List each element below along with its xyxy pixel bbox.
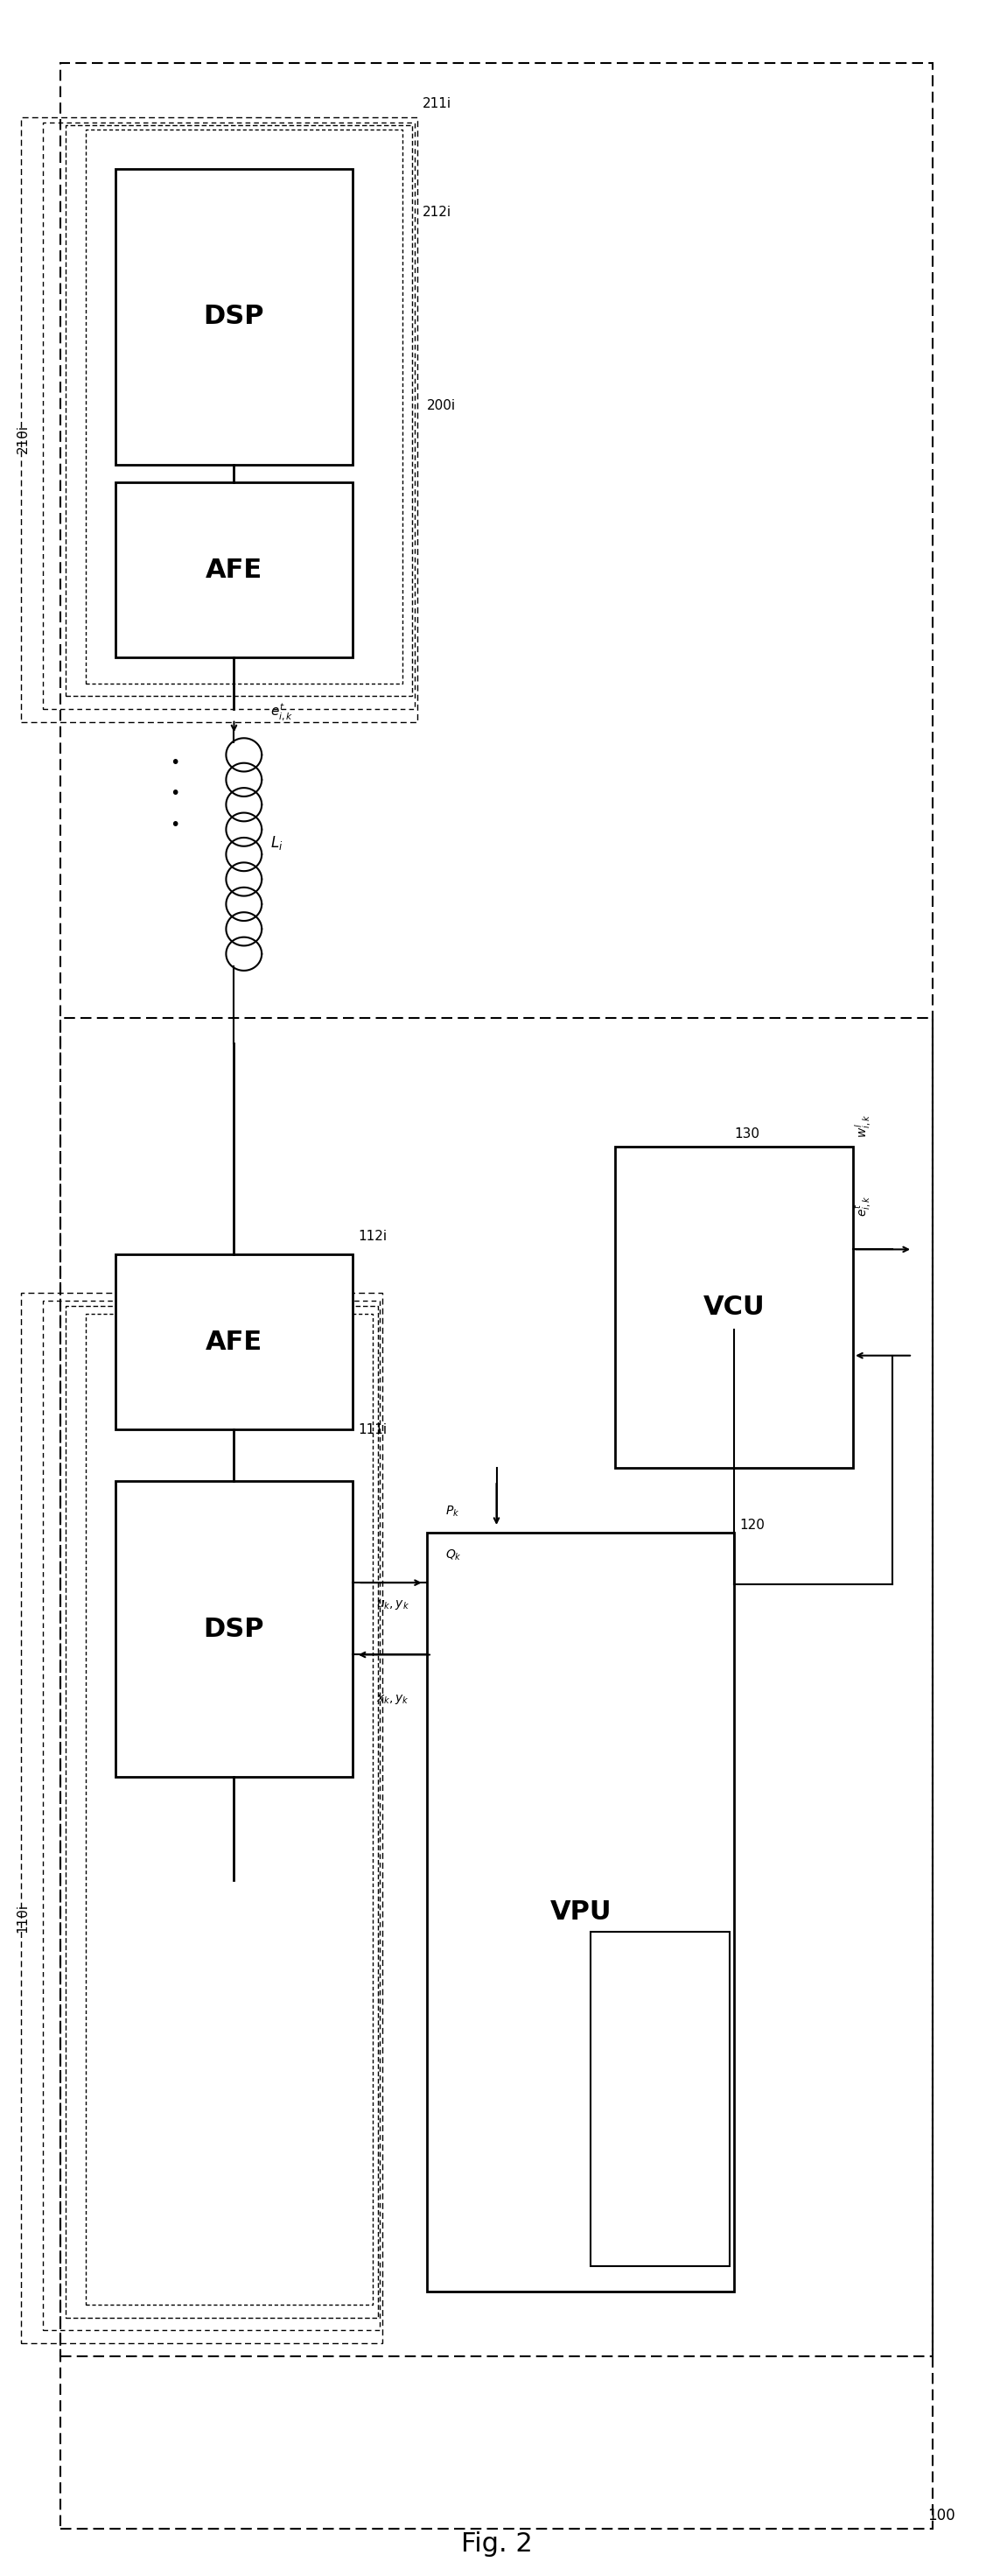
Text: •: •	[170, 786, 180, 801]
Text: VCU: VCU	[703, 1296, 766, 1319]
Text: DSP: DSP	[204, 1615, 264, 1641]
Text: 112i: 112i	[357, 1229, 387, 1244]
Bar	[115, 1255, 353, 1430]
Text: VPU: VPU	[550, 1899, 612, 1924]
Text: $e^t_{i,k}$: $e^t_{i,k}$	[853, 1195, 873, 1216]
Text: $Q_k$: $Q_k$	[445, 1548, 462, 1564]
Text: AFE: AFE	[206, 556, 262, 582]
Bar	[43, 121, 414, 708]
Text: $w^l_{i,k}$: $w^l_{i,k}$	[853, 1113, 873, 1139]
Text: 130: 130	[734, 1128, 760, 1141]
Text: 200i: 200i	[427, 399, 456, 412]
Bar	[61, 1018, 932, 2357]
Text: 120: 120	[739, 1517, 765, 1530]
Text: •: •	[170, 755, 180, 770]
Text: $P_k$: $P_k$	[445, 1504, 460, 1520]
Text: $x_k, y_k$: $x_k, y_k$	[376, 1692, 409, 1705]
Text: $L_i$: $L_i$	[271, 835, 283, 853]
Bar	[115, 167, 353, 464]
Text: •: •	[170, 817, 180, 832]
Bar	[61, 62, 932, 2530]
Bar	[66, 124, 412, 696]
Bar	[85, 129, 402, 683]
Text: Fig. 2: Fig. 2	[461, 2532, 532, 2558]
Text: AFE: AFE	[206, 1329, 262, 1355]
Bar	[427, 1533, 734, 2293]
Text: DSP: DSP	[204, 304, 264, 330]
Text: 100: 100	[927, 2506, 955, 2524]
Bar	[21, 1293, 382, 2344]
Text: 110i: 110i	[17, 1904, 30, 1932]
Text: $u_k, y_k$: $u_k, y_k$	[375, 1597, 409, 1610]
Bar	[115, 482, 353, 657]
Text: 111i: 111i	[357, 1422, 387, 1435]
Bar	[43, 1301, 379, 2331]
Bar	[616, 1146, 853, 1468]
Bar	[85, 1314, 372, 2306]
Bar	[591, 1932, 729, 2267]
Bar	[115, 1481, 353, 1777]
Bar	[66, 1306, 377, 2318]
Text: $e^t_{i,k}$: $e^t_{i,k}$	[271, 701, 294, 721]
Text: 210i: 210i	[17, 425, 30, 453]
Text: 211i: 211i	[422, 98, 451, 111]
Bar	[21, 116, 417, 721]
Text: 212i: 212i	[422, 206, 451, 219]
